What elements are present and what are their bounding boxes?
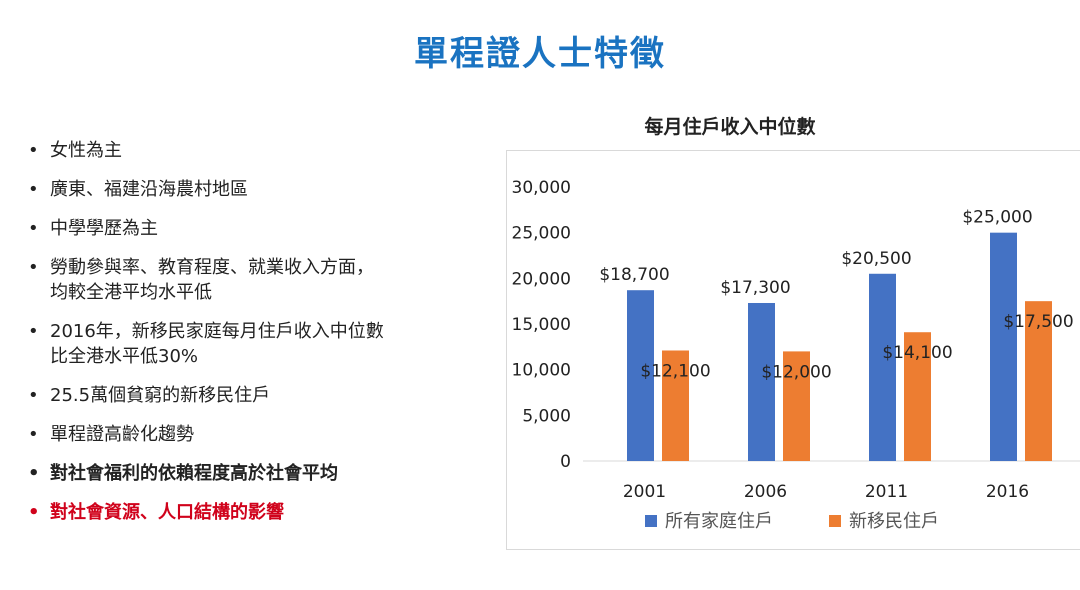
y-tick-label: 20,000 (512, 269, 571, 289)
bullet-text: 比全港水平低30% (50, 346, 199, 367)
data-label: $12,000 (761, 362, 831, 382)
legend-swatch (645, 515, 657, 527)
bar-all-households (990, 232, 1017, 461)
bullet-item: • 對社會福利的依賴程度高於社會平均 (28, 461, 478, 486)
bullet-text: 25.5萬個貧窮的新移民住戶 (50, 385, 271, 406)
bullet-dot-icon: • (28, 257, 39, 278)
bullet-text: 單程證高齡化趨勢 (50, 424, 194, 445)
bar-new-immigrant-households (783, 351, 810, 461)
legend-label: 所有家庭住戶 (665, 511, 773, 532)
bullet-dot-icon: • (28, 502, 40, 523)
x-tick-label: 2011 (865, 482, 908, 502)
y-tick-label: 15,000 (512, 315, 571, 335)
data-label: $17,300 (720, 278, 790, 298)
bullet-text: 對社會資源、人口結構的影響 (50, 502, 284, 523)
bullet-item: • 勞動參與率、教育程度、就業收入方面， 均較全港平均水平低 (28, 255, 478, 305)
bullet-text: 對社會福利的依賴程度高於社會平均 (50, 463, 338, 484)
legend-swatch (829, 515, 841, 527)
data-label: $20,500 (841, 249, 911, 269)
bullet-text: 中學學歷為主 (50, 218, 158, 239)
chart-title: 每月住戶收入中位數 (644, 116, 816, 138)
bar-all-households (869, 273, 896, 461)
bullet-dot-icon: • (28, 424, 39, 445)
bullet-item: • 中學學歷為主 (28, 216, 478, 241)
y-tick-label: 10,000 (512, 361, 571, 381)
bullet-item: • 女性為主 (28, 138, 478, 163)
bullet-item: • 單程證高齡化趨勢 (28, 422, 478, 447)
data-label: $12,100 (640, 361, 710, 381)
bullet-dot-icon: • (28, 179, 39, 200)
x-tick-label: 2016 (986, 482, 1029, 502)
bullet-text: 均較全港平均水平低 (50, 282, 212, 303)
bar-new-immigrant-households (1025, 301, 1052, 461)
bullet-text: 廣東、福建沿海農村地區 (50, 179, 248, 200)
bullet-item: • 廣東、福建沿海農村地區 (28, 177, 478, 202)
bullet-dot-icon: • (28, 321, 39, 342)
data-label: $14,100 (882, 343, 952, 363)
legend-label: 新移民住戶 (849, 511, 939, 532)
bar-all-households (748, 302, 775, 461)
slide-title: 單程證人士特徵 (414, 34, 666, 74)
bar-all-households (627, 290, 654, 461)
bullet-item: • 25.5萬個貧窮的新移民住戶 (28, 383, 478, 408)
bullet-dot-icon: • (28, 218, 39, 239)
y-tick-label: 0 (560, 452, 571, 472)
x-tick-label: 2006 (744, 482, 787, 502)
bullet-item: • 2016年，新移民家庭每月住戶收入中位數 比全港水平低30% (28, 319, 478, 369)
bullet-text: 女性為主 (50, 140, 122, 161)
data-label: $25,000 (962, 208, 1032, 228)
bullet-dot-icon: • (28, 385, 39, 406)
bullet-text: 勞動參與率、教育程度、就業收入方面， (50, 257, 374, 278)
bullet-item: • 對社會資源、人口結構的影響 (28, 500, 478, 525)
data-label: $17,500 (1003, 312, 1073, 332)
bullet-list: • 女性為主 • 廣東、福建沿海農村地區 • 中學學歷為主 • 勞動參與率、教育程度、就業收入… (28, 138, 478, 539)
bar-new-immigrant-households (904, 332, 931, 461)
data-label: $18,700 (599, 265, 669, 285)
y-tick-label: 5,000 (522, 406, 571, 426)
bar-new-immigrant-households (662, 350, 689, 461)
y-tick-label: 25,000 (512, 224, 571, 244)
bullet-text: 2016年，新移民家庭每月住戶收入中位數 (50, 321, 384, 342)
income-bar-chart: 0 5,000 10,000 15,000 20,000 25,000 30,000 2001… (512, 178, 1080, 532)
x-tick-label: 2001 (623, 482, 666, 502)
y-tick-label: 30,000 (512, 178, 571, 198)
chart-area: 0 5,000 10,000 15,000 20,000 25,000 30,000 2001… (506, 150, 1080, 550)
bullet-dot-icon: • (28, 140, 39, 161)
bullet-dot-icon: • (28, 463, 40, 484)
